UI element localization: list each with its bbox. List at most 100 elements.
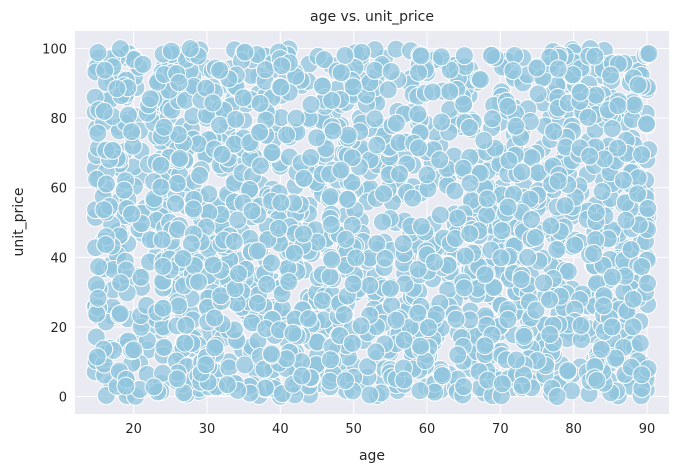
data-point [321,214,341,234]
data-point [547,240,567,260]
data-point [378,80,398,100]
data-point [124,340,144,360]
data-point [351,316,371,336]
data-point [548,59,568,79]
data-point [88,43,108,63]
data-point [210,115,230,135]
data-point [111,273,131,293]
data-point [448,345,468,365]
data-point [235,355,255,375]
data-point [481,45,501,65]
data-point [279,272,299,292]
data-point [454,46,474,66]
data-point [367,234,387,254]
data-point [169,73,189,93]
data-point [498,197,518,217]
data-point [95,60,115,80]
y-tick-label: 0 [59,391,67,406]
data-point [154,337,174,357]
data-point [257,274,277,294]
data-point [602,267,622,287]
data-point [292,366,312,386]
data-point [250,122,270,142]
data-point [459,118,479,138]
data-point [386,310,406,330]
data-point [205,338,225,358]
data-point [283,323,303,343]
y-tick-label: 40 [50,251,67,266]
x-axis-label: age [359,448,385,464]
data-point [539,290,559,310]
data-point [122,204,142,224]
data-point [630,333,650,353]
data-point [152,230,172,250]
x-tick-label: 30 [199,422,216,437]
data-point [586,85,606,105]
x-axis-ticks: 20 30 40 50 60 70 80 90 [125,422,655,437]
data-point [114,180,134,200]
data-point [314,50,334,70]
data-point [440,82,460,102]
data-point [409,63,429,83]
data-point [628,75,648,95]
data-point [408,104,428,124]
data-point [591,339,611,359]
data-point [161,41,181,61]
data-point [153,256,173,276]
data-point [312,291,332,311]
data-point [570,82,590,102]
data-point [131,267,151,287]
data-point [320,267,340,287]
x-tick-label: 40 [272,422,289,437]
data-point [358,356,378,376]
data-point [571,315,591,335]
data-point [558,361,578,381]
data-point [103,140,123,160]
data-point [166,194,186,214]
data-point [578,107,598,127]
data-point [491,248,511,268]
data-point [423,82,443,102]
data-point [594,296,614,316]
data-point [637,114,657,134]
data-point [286,108,306,128]
data-point [477,189,497,209]
data-point [262,143,282,163]
data-point [527,58,547,78]
data-point [277,125,297,145]
data-point [547,387,567,407]
data-point [446,309,466,329]
data-point [301,147,321,167]
data-point [410,381,430,401]
data-point [506,116,526,136]
data-point [366,342,386,362]
data-point [498,96,518,116]
data-point [168,220,188,240]
data-point [555,196,575,216]
y-axis-label: unit_price [11,188,27,257]
data-point [151,155,171,175]
data-point [411,216,431,236]
data-point [592,181,612,201]
data-point [342,148,362,168]
data-point [394,370,414,390]
data-point [632,145,652,165]
data-point [226,109,246,129]
data-point [133,54,153,74]
x-tick-label: 60 [419,422,436,437]
data-point [247,293,267,313]
data-point [454,278,474,298]
data-point [518,247,538,267]
data-point [380,279,400,299]
data-point [228,210,248,230]
data-point [586,202,606,222]
data-point [334,305,354,325]
data-point [499,150,519,170]
data-point [445,181,465,201]
data-point [360,275,380,295]
data-point [492,221,512,241]
data-point [224,232,244,252]
data-point [431,47,451,67]
data-point [390,164,410,184]
